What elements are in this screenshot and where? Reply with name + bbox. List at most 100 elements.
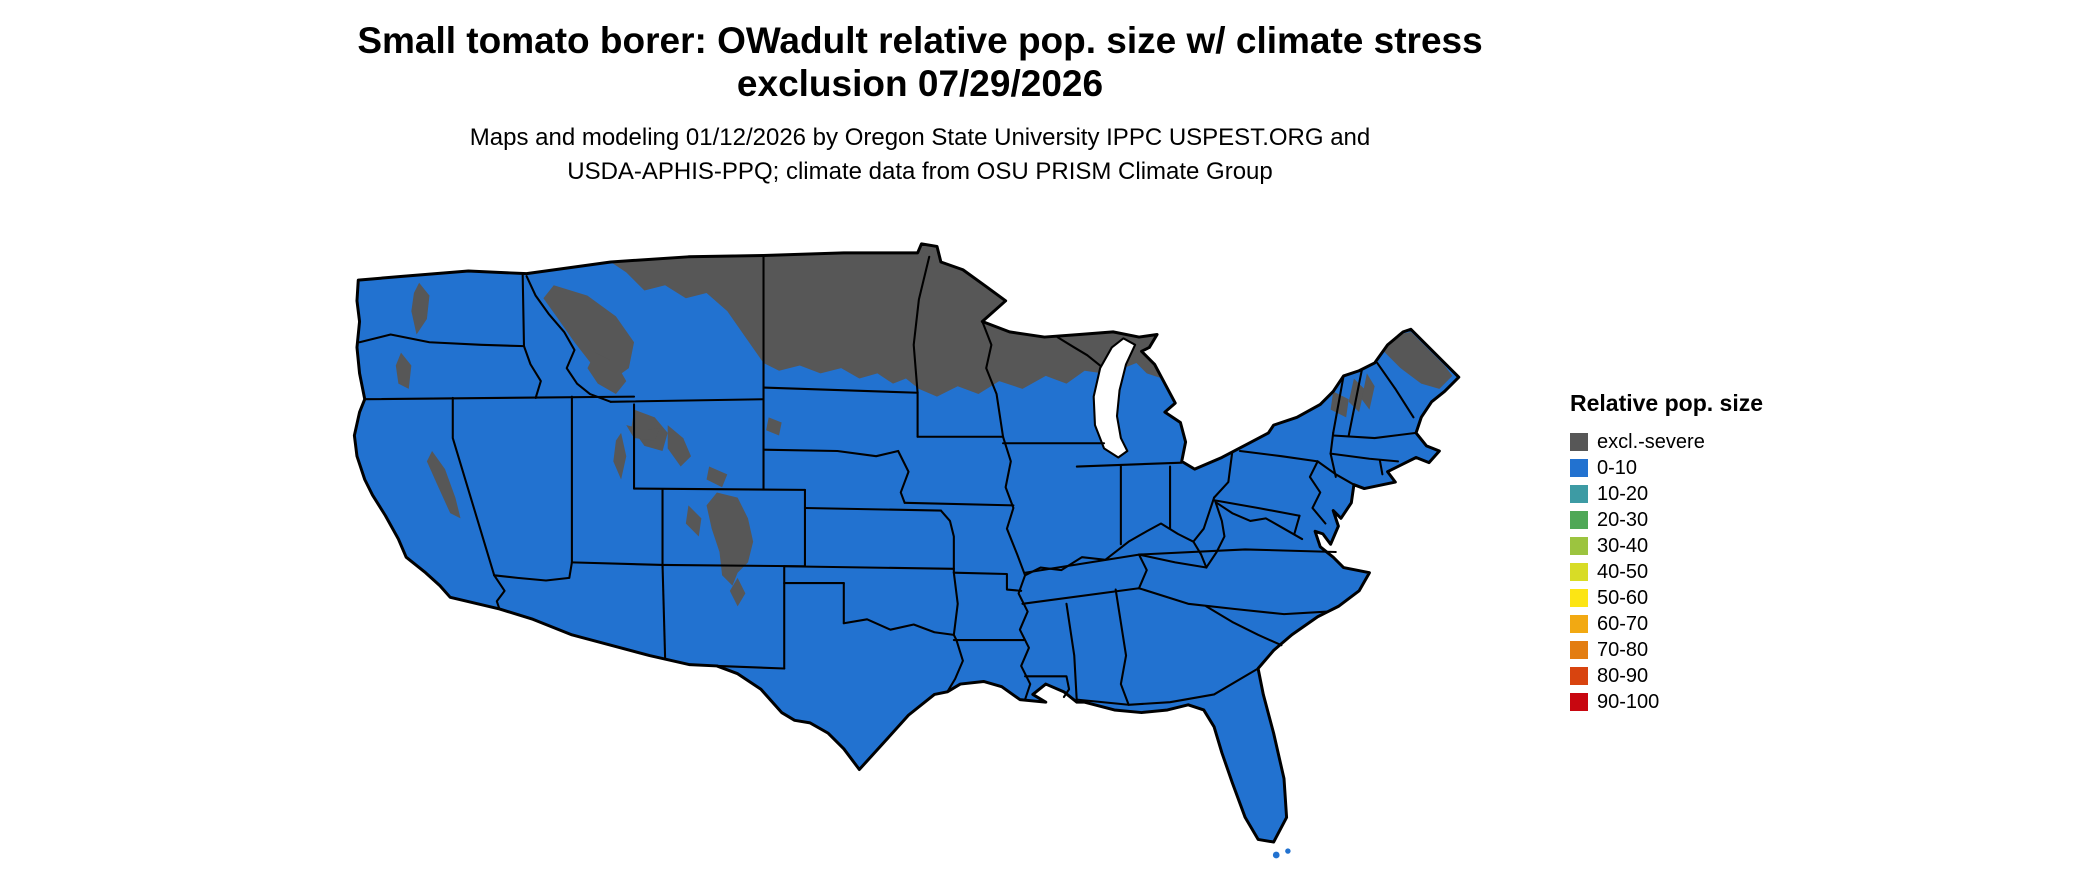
exclusion-black-hills xyxy=(766,417,782,436)
us-map-figure xyxy=(300,216,1530,888)
state-border xyxy=(493,574,506,611)
exclusion-regions xyxy=(395,243,1453,607)
state-border xyxy=(783,565,955,570)
legend-color-swatch xyxy=(1570,667,1588,685)
legend-entry: 50-60 xyxy=(1570,585,1763,611)
exclusion-maine xyxy=(1382,331,1453,389)
legend-color-swatch xyxy=(1570,693,1588,711)
state-border xyxy=(609,398,765,403)
state-border xyxy=(1056,336,1102,367)
state-borders xyxy=(358,254,1418,706)
state-border xyxy=(1205,500,1226,569)
state-border xyxy=(1329,452,1337,478)
legend-entry-label: 50-60 xyxy=(1597,586,1649,609)
state-border xyxy=(1213,499,1301,517)
us-map xyxy=(352,242,1461,859)
exclusion-wind-river xyxy=(667,425,692,467)
legend-color-swatch xyxy=(1570,615,1588,633)
state-border xyxy=(762,448,900,458)
legend-entry: 0-10 xyxy=(1570,455,1763,481)
state-border xyxy=(842,618,955,636)
legend-color-swatch xyxy=(1570,433,1588,451)
state-border xyxy=(903,501,1015,507)
state-border xyxy=(1024,496,1216,577)
state-border xyxy=(1137,587,1330,616)
legend-entry-label: 10-20 xyxy=(1597,482,1649,505)
legend-color-swatch xyxy=(1570,537,1588,555)
map-subtitle-line2: USDA-APHIS-PPQ; climate data from OSU PR… xyxy=(567,157,1273,185)
land-region xyxy=(354,243,1459,859)
exclusion-northern-tier xyxy=(610,243,1163,397)
state-border xyxy=(525,275,612,403)
map-title-line2: exclusion 07/29/2026 xyxy=(736,62,1104,104)
state-border xyxy=(939,509,955,574)
state-border xyxy=(897,449,910,504)
legend-entry: 60-70 xyxy=(1570,611,1763,637)
exclusion-sierra-nevada xyxy=(426,451,461,519)
state-border xyxy=(1192,540,1208,569)
state-border xyxy=(633,487,806,491)
florida-keys-islet xyxy=(1272,851,1280,859)
map-header: Small tomato borer: OWadult relative pop… xyxy=(0,20,1840,188)
state-border xyxy=(1021,587,1141,605)
legend-color-swatch xyxy=(1570,641,1588,659)
state-border xyxy=(1205,605,1283,647)
state-border xyxy=(1213,451,1234,499)
state-border xyxy=(1024,548,1337,574)
state-border xyxy=(1376,361,1415,419)
state-border xyxy=(1329,452,1399,463)
legend-title: Relative pop. size xyxy=(1570,390,1764,416)
exclusion-cascades-wa xyxy=(411,282,430,335)
exclusion-northern-rockies xyxy=(543,285,635,382)
exclusion-adirondacks xyxy=(1330,391,1349,418)
legend-list: excl.-severe 0-10 10-20 20-30 30-40 40-5… xyxy=(1570,429,1763,715)
legend-color-swatch xyxy=(1570,511,1588,529)
legend-entry: excl.-severe xyxy=(1570,429,1763,455)
state-border xyxy=(1308,460,1327,525)
exclusion-white-mountains xyxy=(1361,373,1375,410)
legend-entry-label: 40-50 xyxy=(1597,560,1649,583)
florida-keys-islet xyxy=(1285,848,1291,854)
state-border xyxy=(946,633,964,693)
legend-entry: 80-90 xyxy=(1570,663,1763,689)
legend-color-swatch xyxy=(1570,485,1588,503)
exclusion-wasatch xyxy=(613,432,627,480)
state-border xyxy=(1075,667,1260,706)
state-border xyxy=(1332,374,1345,434)
legend-entry: 10-20 xyxy=(1570,481,1763,507)
state-border xyxy=(451,396,496,577)
state-border xyxy=(521,273,526,348)
legend-entry-label: 70-80 xyxy=(1597,638,1649,661)
us-landmass xyxy=(354,243,1459,843)
state-border xyxy=(912,255,931,394)
state-border xyxy=(1293,514,1301,535)
state-border xyxy=(1075,461,1183,468)
legend-color-swatch xyxy=(1570,563,1588,581)
legend-entry-label: 0-10 xyxy=(1597,456,1638,479)
state-border xyxy=(803,506,942,512)
state-border xyxy=(1137,553,1148,590)
state-border xyxy=(1114,588,1130,706)
legend-entry-label: 90-100 xyxy=(1597,690,1660,713)
state-border xyxy=(762,386,919,394)
map-subtitle-line1: Maps and modeling 01/12/2026 by Oregon S… xyxy=(469,124,1371,152)
exclusion-bitterroots xyxy=(587,352,627,395)
state-border xyxy=(1238,449,1319,463)
exclusion-west-colorado xyxy=(685,505,702,537)
legend-entry-label: excl.-severe xyxy=(1597,430,1705,453)
legend-entry: 20-30 xyxy=(1570,507,1763,533)
state-border xyxy=(1347,369,1363,437)
legend-color-swatch xyxy=(1570,459,1588,477)
state-border xyxy=(1215,501,1304,541)
legend-entry-label: 80-90 xyxy=(1597,664,1649,687)
state-border xyxy=(1137,553,1208,569)
legend-entry-label: 30-40 xyxy=(1597,534,1649,557)
map-title-line1: Small tomato borer: OWadult relative pop… xyxy=(357,20,1483,61)
legend: Relative pop. size excl.-severe 0-10 10-… xyxy=(1570,390,1763,715)
state-border xyxy=(493,561,573,582)
exclusion-cascades-or xyxy=(395,352,412,389)
state-border xyxy=(1378,459,1384,476)
legend-entry-label: 60-70 xyxy=(1597,612,1649,635)
legend-entry-label: 20-30 xyxy=(1597,508,1649,531)
state-border xyxy=(661,563,667,660)
